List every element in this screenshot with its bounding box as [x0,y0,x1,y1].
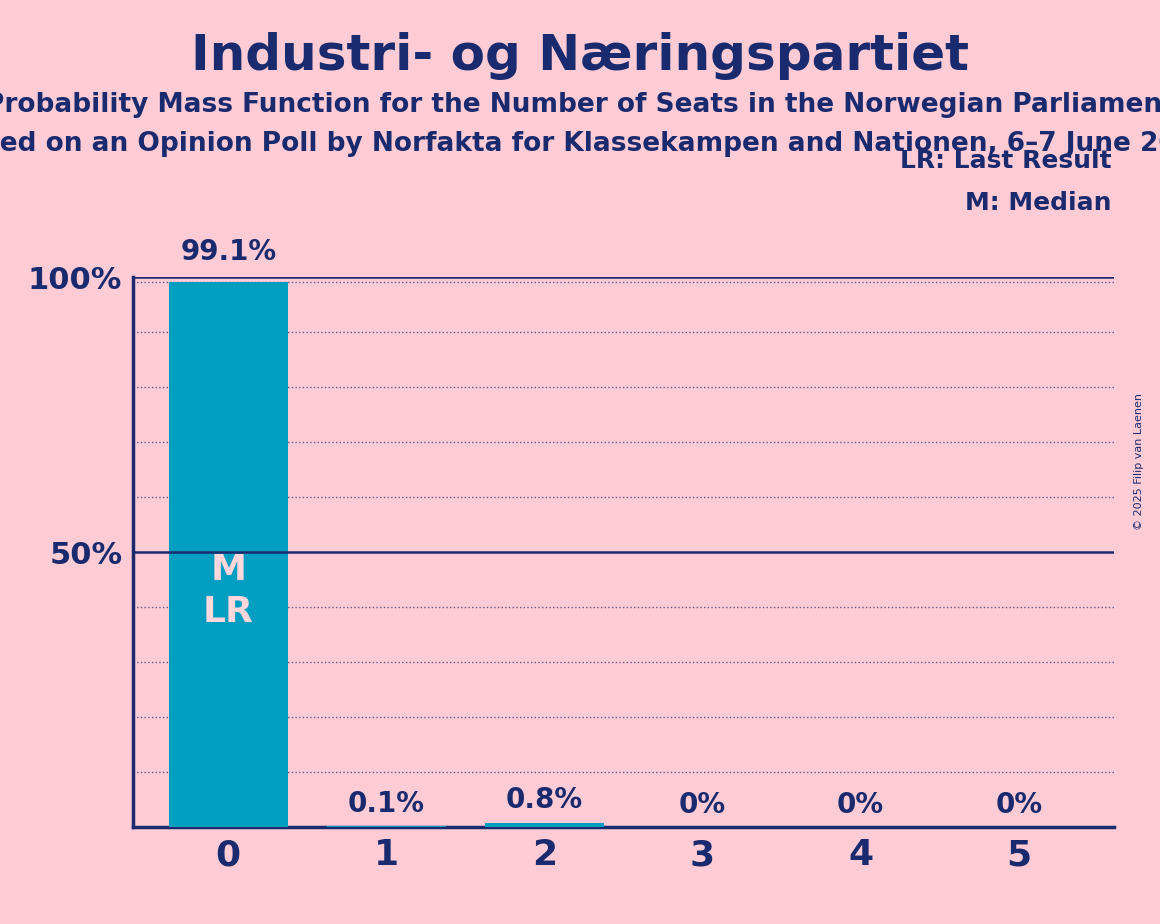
Text: M
LR: M LR [203,553,254,628]
Text: 99.1%: 99.1% [180,238,276,266]
Text: Probability Mass Function for the Number of Seats in the Norwegian Parliament: Probability Mass Function for the Number… [0,92,1160,118]
Text: 0.1%: 0.1% [348,790,425,818]
Text: M: Median: M: Median [965,191,1111,215]
Text: Industri- og Næringspartiet: Industri- og Næringspartiet [191,32,969,80]
Bar [169,282,288,827]
Text: Based on an Opinion Poll by Norfakta for Klassekampen and Nationen, 6–7 June 202: Based on an Opinion Poll by Norfakta for… [0,131,1160,157]
Text: 0%: 0% [679,791,726,819]
Text: 0%: 0% [995,791,1043,819]
Bar [485,822,603,827]
Text: LR: Last Result: LR: Last Result [900,149,1111,173]
Text: 0%: 0% [838,791,884,819]
Text: 0.8%: 0.8% [506,786,583,814]
Text: © 2025 Filip van Laenen: © 2025 Filip van Laenen [1134,394,1144,530]
